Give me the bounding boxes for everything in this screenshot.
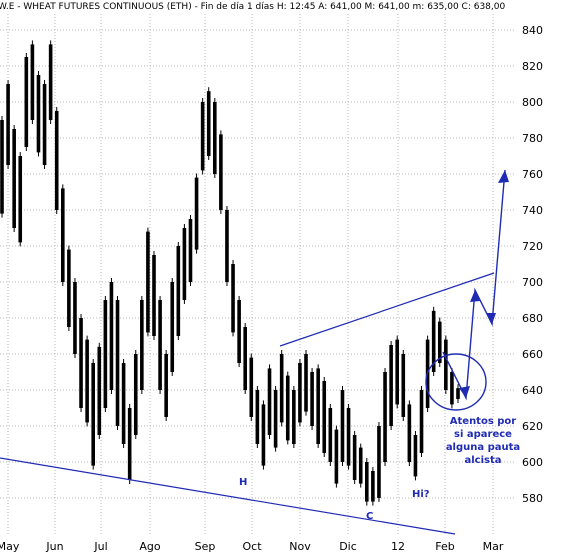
note-line-1: Atentos por — [450, 416, 517, 427]
x-tick-label: 12 — [391, 540, 405, 552]
annotation-c: C — [366, 511, 373, 522]
x-tick-label: Nov — [289, 540, 311, 552]
note-line-3: alguna pauta — [446, 442, 520, 453]
y-tick-label: 840 — [522, 24, 543, 37]
y-axis-ticks: 580 600 620 640 660 680 700 720 740 760 780 800 820 8… — [522, 24, 543, 505]
projection-arrowhead-1 — [459, 386, 470, 398]
x-tick-label: Dic — [339, 540, 357, 552]
y-tick-label: 700 — [522, 276, 543, 289]
x-tick-label: Oct — [242, 540, 262, 552]
neckline-trendline — [279, 272, 495, 347]
x-tick-label: Mar — [483, 540, 504, 552]
lower-trendline — [0, 457, 456, 535]
projection-path — [442, 169, 506, 401]
projection-arrowhead-3 — [486, 313, 496, 324]
y-tick-label: 760 — [522, 168, 543, 181]
x-tick-label: Sep — [195, 540, 216, 552]
y-tick-label: 680 — [522, 312, 543, 325]
y-tick-label: 720 — [522, 240, 543, 253]
note-line-4: alcista — [464, 455, 501, 466]
x-tick-label: Feb — [435, 540, 454, 552]
annotation-h: H — [239, 477, 247, 488]
y-tick-label: 580 — [522, 492, 543, 505]
x-tick-label: Ago — [139, 540, 161, 552]
projection-arrowhead-4 — [498, 170, 509, 183]
x-tick-label: May — [0, 540, 20, 552]
y-tick-label: 640 — [522, 384, 543, 397]
annotation-hi: Hi? — [412, 489, 430, 500]
focus-ellipse — [425, 353, 487, 411]
y-tick-label: 660 — [522, 348, 543, 361]
y-tick-label: 740 — [522, 204, 543, 217]
y-tick-label: 820 — [522, 60, 543, 73]
x-tick-label: Jul — [93, 540, 107, 552]
y-tick-label: 600 — [522, 456, 543, 469]
gridlines — [0, 14, 515, 536]
y-tick-label: 780 — [522, 132, 543, 145]
y-tick-label: 800 — [522, 96, 543, 109]
price-bars — [0, 40, 460, 506]
note-line-2: si aparece — [454, 429, 512, 440]
chart-title: W.E - WHEAT FUTURES CONTINUOUS (ETH) - F… — [0, 2, 505, 12]
y-tick-label: 620 — [522, 420, 543, 433]
x-tick-label: Jun — [45, 540, 63, 552]
x-axis-ticks: May Jun Jul Ago Sep Oct Nov Dic 12 Feb Mar — [0, 540, 504, 552]
projection-arrowhead-2 — [470, 290, 480, 302]
